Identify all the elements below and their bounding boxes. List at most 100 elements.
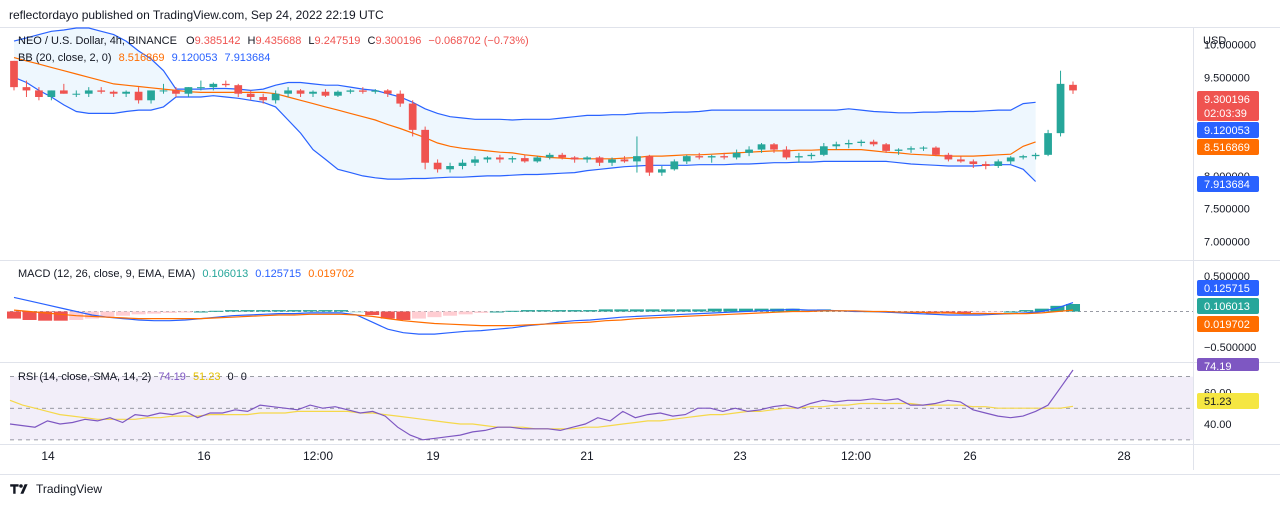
macd-histogram-bar xyxy=(443,311,458,316)
macd-histogram-bar xyxy=(458,311,473,315)
rsi-pane xyxy=(9,369,1193,441)
candle-body xyxy=(458,162,467,166)
candle-body xyxy=(1056,83,1065,134)
candle-body xyxy=(981,164,990,166)
candle-body xyxy=(770,144,778,150)
candle-body xyxy=(558,154,567,158)
candle-body xyxy=(757,144,766,150)
macd-line-badge xyxy=(1197,280,1259,296)
candle-body xyxy=(533,157,542,162)
bb-basis-badge xyxy=(1197,139,1259,155)
footer-brand: TradingView xyxy=(36,482,103,496)
bb-upper-value: 9.120053 xyxy=(171,52,218,64)
rsi-legend[interactable]: RSI (14, close, SMA, 14, 2) 74.19 51.23 … xyxy=(18,371,247,383)
candle-body xyxy=(184,87,193,94)
low-value: 9.247519 xyxy=(314,35,361,47)
macd-label: MACD (12, 26, close, 9, EMA, EMA) xyxy=(18,268,196,280)
open-value: 9.385142 xyxy=(194,35,241,47)
candle-body xyxy=(84,90,93,94)
bb-lower-badge-text: 7.913684 xyxy=(1204,179,1250,191)
symbol-legend[interactable]: NEO / U.S. Dollar, 4h, BINANCE O9.385142… xyxy=(18,35,529,47)
price-tick-label: 9.500000 xyxy=(1204,72,1250,84)
macd-histogram-bar xyxy=(131,311,146,315)
time-axis-label: 21 xyxy=(580,449,594,463)
macd-histogram-bar xyxy=(972,311,987,313)
candle-body xyxy=(122,91,130,94)
candle-body xyxy=(408,103,417,130)
bb-lower-line xyxy=(13,76,1037,182)
candle-body xyxy=(994,161,1003,166)
candle-body xyxy=(72,93,81,95)
candle-body xyxy=(296,90,305,94)
macd-pane xyxy=(6,296,1193,335)
macd-histogram-bar xyxy=(380,311,395,319)
rsi-value: 74.19 xyxy=(158,371,186,383)
high-label: H xyxy=(247,35,256,47)
candle-body xyxy=(695,156,704,158)
candle-body xyxy=(657,169,666,173)
candle-body xyxy=(97,90,106,92)
candle-body xyxy=(234,85,243,94)
candle-body xyxy=(496,157,504,160)
candle-body xyxy=(620,159,629,162)
candle-body xyxy=(832,144,841,147)
macd-legend[interactable]: MACD (12, 26, close, 9, EMA, EMA) 0.1060… xyxy=(18,268,354,280)
macd-histogram-bar xyxy=(334,310,349,312)
candle-body xyxy=(47,90,56,97)
candle-body xyxy=(670,161,679,170)
macd-histogram-bar xyxy=(474,311,489,313)
bb-upper-line xyxy=(13,27,1036,121)
macd-line xyxy=(13,296,1074,335)
macd-histogram-bar xyxy=(411,311,426,319)
macd-histogram-bar xyxy=(956,311,971,314)
candle-body xyxy=(10,60,18,88)
candle-body xyxy=(396,93,405,104)
candle-body xyxy=(732,152,741,158)
macd-histogram-bar xyxy=(193,311,208,313)
candle-body xyxy=(633,156,641,162)
time-axis-label: 19 xyxy=(426,449,440,463)
candle-body xyxy=(795,156,803,158)
rsi-extra-1: 0 xyxy=(227,371,234,383)
macd-histogram-bar xyxy=(1003,311,1018,313)
candle-body xyxy=(358,90,367,92)
macd-histogram-bar xyxy=(6,311,22,319)
macd-histogram-bar xyxy=(676,309,691,312)
publish-info: reflectordayo published on TradingView.c… xyxy=(9,8,384,22)
grid-layer xyxy=(0,27,1280,475)
time-axis-label: 28 xyxy=(1117,449,1131,463)
candle-body xyxy=(819,146,828,155)
macd-histogram-bar xyxy=(178,311,193,313)
bb-lower-value: 7.913684 xyxy=(224,52,271,64)
macd-histogram-bar xyxy=(583,310,598,312)
macd-histogram-bar xyxy=(209,310,224,312)
macd-histogram-bar xyxy=(1050,305,1065,312)
candle-body xyxy=(22,87,31,91)
macd-histogram-bar xyxy=(427,311,442,318)
macd-histogram-bar xyxy=(318,310,333,312)
candle-body xyxy=(246,93,255,97)
candle-body xyxy=(570,157,579,160)
bb-legend[interactable]: BB (20, close, 2, 0) 8.516869 9.120053 7… xyxy=(18,52,270,64)
rsi-tick-label: 40.00 xyxy=(1204,419,1232,431)
rsi-label: RSI (14, close, SMA, 14, 2) xyxy=(18,371,152,383)
tradingview-footer[interactable]: TradingView xyxy=(10,481,102,497)
candle-body xyxy=(608,159,616,163)
macd-histogram-bar xyxy=(1034,308,1049,312)
open-label: O xyxy=(186,35,195,47)
macd-histogram-bar xyxy=(396,311,411,320)
price-tick-label: 10.000000 xyxy=(1204,39,1256,51)
macd-histogram-bar xyxy=(53,311,68,321)
candle-body xyxy=(932,147,940,155)
candle-body xyxy=(682,156,691,162)
macd-histogram-bar xyxy=(1019,310,1034,312)
macd-histogram-bar xyxy=(256,310,271,312)
candle-body xyxy=(433,162,442,170)
candle-body xyxy=(545,154,554,158)
candle-body xyxy=(147,90,155,101)
candle-body xyxy=(446,166,454,170)
candle-body xyxy=(857,141,866,143)
candle-body xyxy=(221,83,230,86)
price-tick-label: 7.000000 xyxy=(1204,237,1250,249)
